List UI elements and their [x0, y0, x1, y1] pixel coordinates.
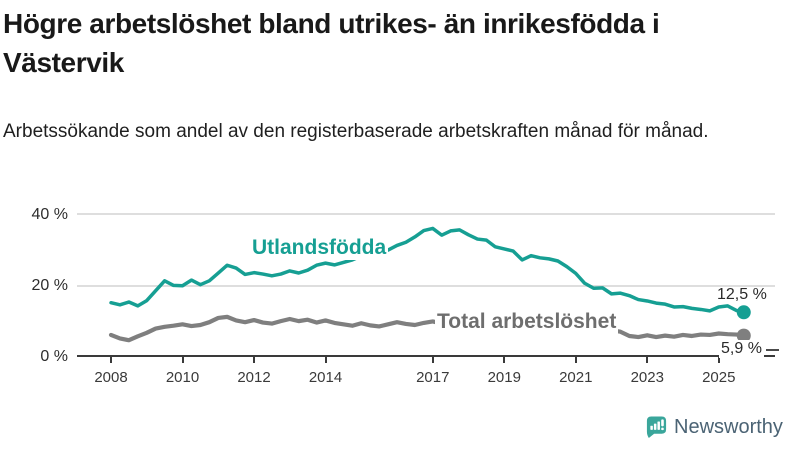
y-tick-label: 40 %	[31, 206, 68, 223]
line-utlandsfodda	[109, 226, 746, 315]
x-tick-label: 2023	[630, 369, 664, 386]
line-plot	[108, 226, 751, 343]
line-total	[108, 314, 746, 343]
end-value-label-total: 5,9 %	[719, 340, 764, 358]
x-axis-tick	[574, 356, 577, 363]
series-label-total-arbetsloshet: Total arbetslöshet	[435, 310, 619, 334]
x-tick-label: 2012	[237, 369, 271, 386]
end-value-label-utlandsfodda: 12,5 %	[717, 286, 767, 303]
end-dot-utlandsfodda	[736, 305, 751, 320]
series-label-utlandsfodda: Utlandsfödda	[250, 236, 389, 260]
x-axis-tick	[503, 356, 506, 363]
x-axis-tick	[253, 356, 255, 363]
end-dot-total	[736, 328, 751, 343]
x-axis-tick	[431, 356, 434, 363]
x-tick-label: 2010	[165, 369, 200, 386]
x-axis-tick	[324, 356, 327, 363]
x-tick-label: 2014	[308, 369, 343, 386]
x-axis-tick	[181, 356, 184, 363]
x-axis-line	[77, 355, 775, 357]
gridline-20	[77, 285, 775, 287]
page-title: Högre arbetslöshet bland utrikes- än inr…	[3, 8, 660, 78]
y-tick-label: 0 %	[40, 347, 68, 365]
brand-wordmark: Newsworthy	[674, 415, 783, 438]
x-axis-tick	[646, 356, 649, 363]
x-tick-label: 2021	[559, 369, 593, 386]
x-axis-tick	[110, 356, 112, 363]
chart-subtitle: Arbetssökande som andel av den registerb…	[3, 121, 709, 142]
end-label-leader-line	[766, 349, 779, 351]
x-tick-label: 2025	[702, 369, 736, 386]
newsworthy-brand-link[interactable]: Newsworthy	[645, 413, 783, 441]
x-axis-tick	[717, 356, 720, 363]
gridline-40	[77, 213, 775, 215]
x-tick-label: 2008	[94, 369, 128, 386]
y-tick-label: 20 %	[31, 276, 68, 294]
x-tick-label: 2019	[487, 369, 521, 386]
x-tick-label: 2017	[416, 369, 450, 386]
newsworthy-bar-chart-bubble-icon	[645, 415, 668, 439]
